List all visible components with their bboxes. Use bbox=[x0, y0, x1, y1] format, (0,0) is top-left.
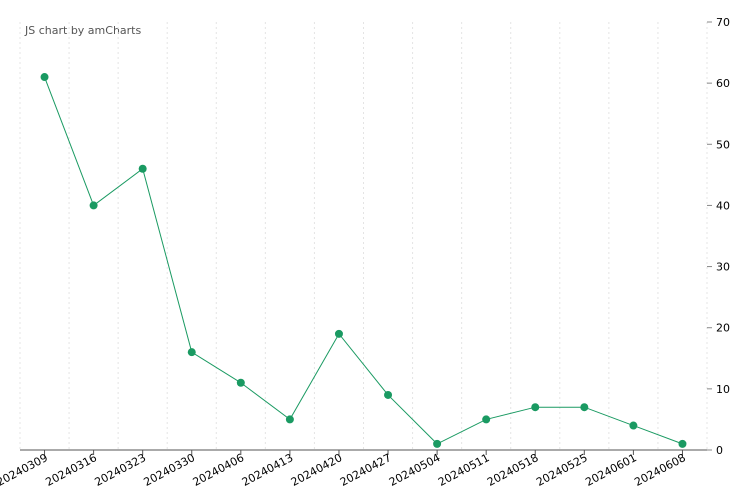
point bbox=[334, 329, 343, 338]
y-tick-label: 40 bbox=[716, 199, 730, 212]
point bbox=[629, 421, 638, 430]
y-tick-label: 70 bbox=[716, 16, 730, 29]
x-tick-label: 20240608 bbox=[632, 451, 688, 489]
series-line bbox=[44, 76, 683, 445]
point bbox=[678, 439, 687, 448]
y-tick-label: 60 bbox=[716, 77, 730, 90]
point bbox=[187, 348, 196, 357]
point bbox=[236, 378, 245, 387]
point bbox=[433, 439, 442, 448]
x-tick-label: 20240601 bbox=[583, 451, 639, 489]
x-tick-label: 20240427 bbox=[338, 451, 394, 489]
chart-credit: JS chart by amCharts bbox=[24, 24, 141, 37]
x-tick-label: 20240518 bbox=[485, 451, 541, 489]
x-tick-label: 20240330 bbox=[142, 451, 198, 489]
y-tick-label: 50 bbox=[716, 138, 730, 151]
x-tick-label: 20240420 bbox=[289, 451, 345, 489]
point bbox=[40, 73, 49, 82]
x-tick-label: 20240323 bbox=[93, 451, 149, 489]
y-tick-label: 10 bbox=[716, 383, 730, 396]
point bbox=[89, 201, 98, 210]
y-tick-label: 0 bbox=[716, 444, 723, 457]
point bbox=[384, 390, 393, 399]
x-tick-label: 20240406 bbox=[191, 451, 247, 489]
y-tick-label: 30 bbox=[716, 261, 730, 274]
point bbox=[285, 415, 294, 424]
point bbox=[482, 415, 491, 424]
point bbox=[138, 164, 147, 173]
point bbox=[580, 403, 589, 412]
x-tick-label: 20240511 bbox=[436, 451, 492, 489]
y-tick-label: 20 bbox=[716, 322, 730, 335]
x-tick-label: 20240504 bbox=[387, 451, 443, 489]
x-tick-label: 20240525 bbox=[534, 451, 590, 489]
x-tick-label: 20240316 bbox=[43, 451, 99, 489]
point bbox=[531, 403, 540, 412]
x-tick-label: 20240309 bbox=[0, 451, 50, 489]
x-tick-label: 20240413 bbox=[240, 451, 296, 489]
